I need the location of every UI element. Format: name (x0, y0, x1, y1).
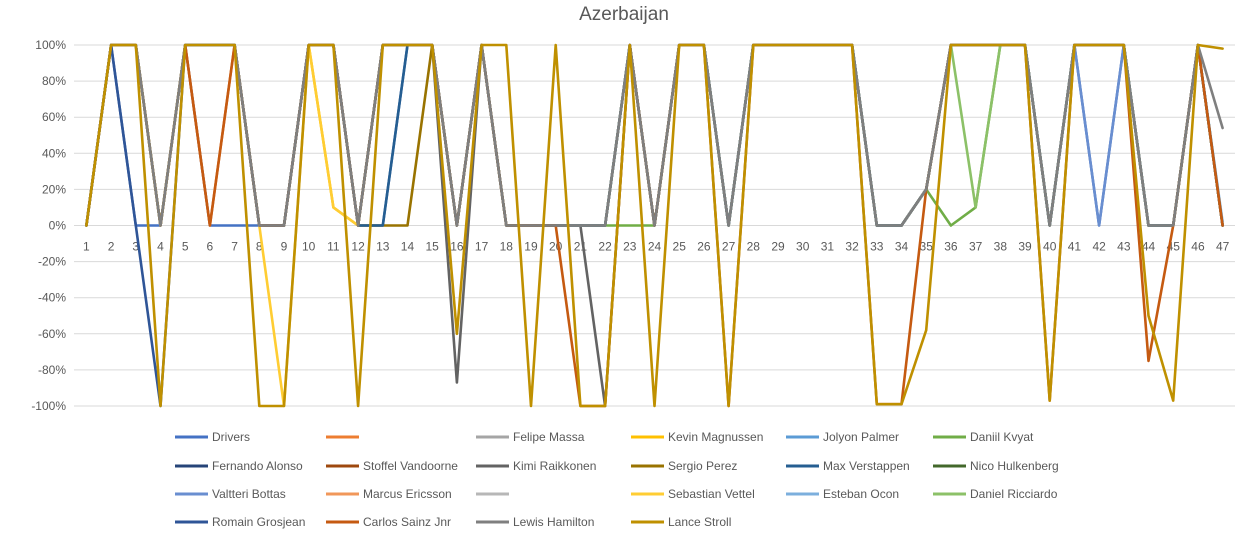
x-tick-label: 14 (401, 240, 415, 254)
x-tick-label: 6 (207, 240, 214, 254)
y-tick-label: 60% (42, 110, 66, 124)
x-tick-label: 35 (920, 240, 934, 254)
x-tick-label: 32 (845, 240, 859, 254)
x-tick-label: 5 (182, 240, 189, 254)
x-axis-ticks: 1 2 3 4 5 6 7 8 9 10 11 12 13 14 15 16 17 18 19 20 21 22 23 24 2… (83, 240, 1230, 254)
x-tick-label: 12 (351, 240, 365, 254)
chart-title: Azerbaijan (579, 4, 669, 25)
y-tick-label: 100% (35, 38, 66, 52)
x-tick-label: 42 (1092, 240, 1106, 254)
x-tick-label: 19 (524, 240, 538, 254)
x-tick-label: 9 (281, 240, 288, 254)
y-tick-label: -40% (38, 291, 66, 305)
x-tick-label: 10 (302, 240, 316, 254)
x-tick-label: 3 (132, 240, 139, 254)
x-tick-label: 23 (623, 240, 637, 254)
legend-label: Sebastian Vettel (668, 487, 755, 501)
x-tick-label: 33 (870, 240, 884, 254)
legend-label: Jolyon Palmer (823, 430, 899, 444)
legend-label: Daniel Ricciardo (970, 487, 1058, 501)
series-line-20 (85, 43, 1224, 227)
legend-label: Fernando Alonso (212, 459, 303, 473)
legend-label: Carlos Sainz Jnr (363, 515, 451, 529)
y-tick-label: 80% (42, 74, 66, 88)
x-tick-label: 40 (1043, 240, 1057, 254)
y-tick-label: -60% (38, 327, 66, 341)
y-tick-label: 0% (49, 219, 67, 233)
x-tick-label: 18 (500, 240, 514, 254)
x-tick-label: 27 (722, 240, 736, 254)
x-tick-label: 36 (944, 240, 958, 254)
x-tick-label: 38 (994, 240, 1008, 254)
x-tick-label: 21 (574, 240, 588, 254)
x-tick-label: 24 (648, 240, 662, 254)
x-tick-label: 34 (895, 240, 909, 254)
x-tick-label: 20 (549, 240, 563, 254)
x-tick-label: 25 (673, 240, 687, 254)
legend-label: Romain Grosjean (212, 515, 305, 529)
legend-label: Max Verstappen (823, 459, 910, 473)
series-line-21 (85, 43, 1224, 408)
legend-label: Lewis Hamilton (513, 515, 594, 529)
x-tick-label: 13 (376, 240, 390, 254)
legend-label: Marcus Ericsson (363, 487, 452, 501)
x-tick-label: 47 (1216, 240, 1230, 254)
legend-label: Nico Hulkenberg (970, 459, 1059, 473)
y-tick-label: 20% (42, 182, 66, 196)
y-axis-ticks: 100% 80% 60% 40% 20% 0% -20% -40% -60% -80% -100% (31, 38, 66, 413)
legend-label: Drivers (212, 430, 250, 444)
legend-label: Kevin Magnussen (668, 430, 763, 444)
x-tick-label: 29 (771, 240, 785, 254)
x-tick-label: 46 (1191, 240, 1205, 254)
y-tick-label: -100% (31, 399, 66, 413)
legend-label: Felipe Massa (513, 430, 585, 444)
x-tick-label: 28 (747, 240, 761, 254)
x-tick-label: 22 (598, 240, 612, 254)
legend-label: Esteban Ocon (823, 487, 899, 501)
x-tick-label: 41 (1068, 240, 1082, 254)
legend-label: Sergio Perez (668, 459, 737, 473)
legend-label: Kimi Raikkonen (513, 459, 596, 473)
x-tick-label: 16 (450, 240, 464, 254)
x-tick-label: 1 (83, 240, 90, 254)
x-tick-label: 2 (108, 240, 115, 254)
y-tick-label: -80% (38, 363, 66, 377)
x-tick-label: 15 (426, 240, 440, 254)
legend: Drivers Felipe Massa Kevin Magnussen Jolyon… (175, 430, 1059, 529)
x-tick-label: 37 (969, 240, 983, 254)
legend-label: Lance Stroll (668, 515, 731, 529)
series-lines (85, 43, 1224, 408)
x-tick-label: 43 (1117, 240, 1131, 254)
x-tick-label: 8 (256, 240, 263, 254)
y-tick-label: 40% (42, 146, 66, 160)
legend-label: Stoffel Vandoorne (363, 459, 458, 473)
x-tick-label: 31 (821, 240, 835, 254)
y-tick-label: -20% (38, 255, 66, 269)
x-tick-label: 17 (475, 240, 489, 254)
x-tick-label: 11 (327, 240, 340, 254)
x-tick-label: 44 (1142, 240, 1156, 254)
x-tick-label: 39 (1018, 240, 1032, 254)
x-tick-label: 26 (697, 240, 711, 254)
legend-label: Daniil Kvyat (970, 430, 1034, 444)
x-tick-label: 4 (157, 240, 164, 254)
x-tick-label: 7 (231, 240, 238, 254)
x-tick-label: 30 (796, 240, 810, 254)
legend-label: Valtteri Bottas (212, 487, 286, 501)
